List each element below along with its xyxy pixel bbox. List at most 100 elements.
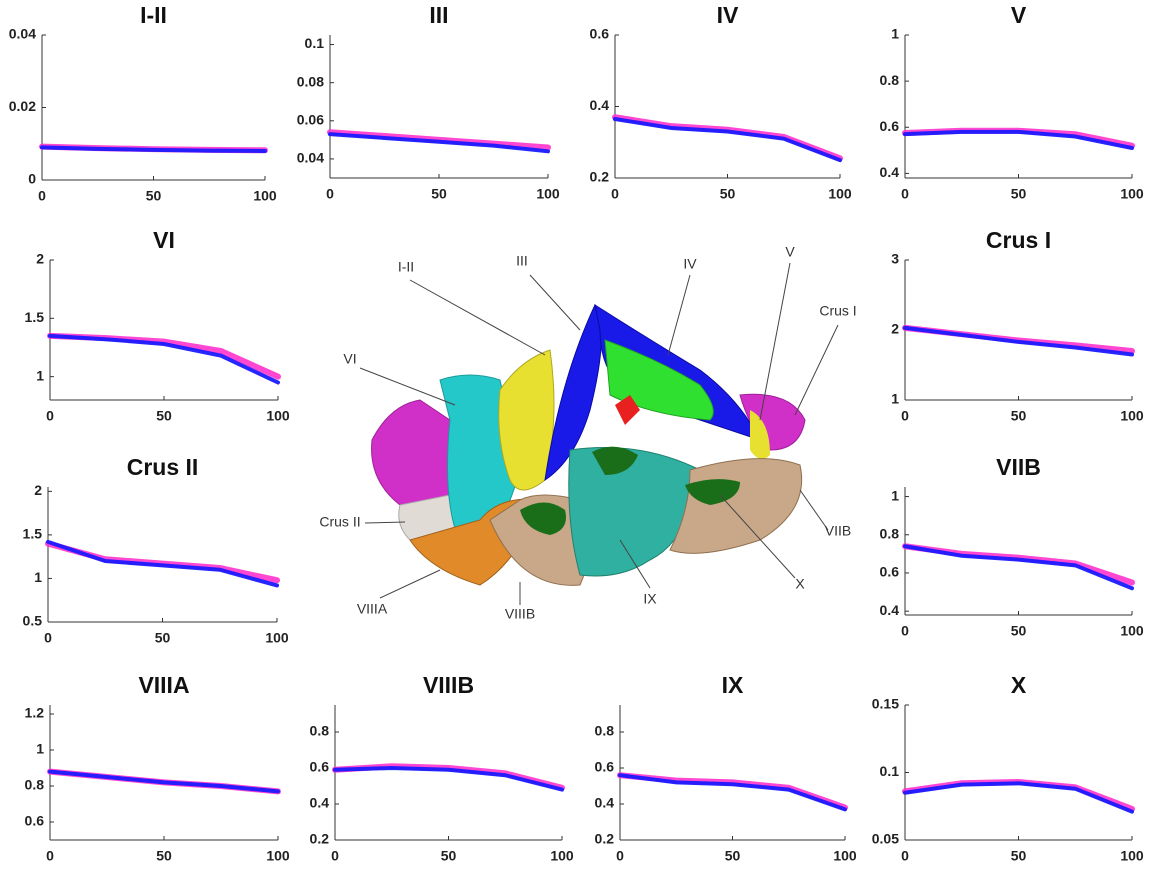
x-tick-label: 0 [44,630,52,646]
panel-title: Crus II [127,454,199,480]
panel: III 0.04 0.06 0.08 0.1 0 50 100 [297,2,560,202]
panel: VIIIA 0.6 0.8 1 1.2 0 50 100 [25,672,290,864]
trend-line [47,332,281,380]
y-tick-label: 0.8 [25,777,45,793]
y-tick-label: 0.4 [880,602,900,618]
y-tick-label: 0.8 [880,72,900,88]
x-tick-label: 100 [828,186,852,202]
panel: VIIIB 0.2 0.4 0.6 0.8 0 50 100 [310,672,574,864]
y-tick-label: 0.05 [872,831,899,847]
trend-line [333,765,564,792]
region-label: V [785,244,795,260]
y-tick-label: 1 [891,26,899,42]
region-label: VIIB [825,523,851,539]
y-tick-label: 0.1 [305,35,325,51]
panel-title: X [1011,672,1027,698]
x-tick-label: 50 [725,848,741,864]
panel-title: IX [722,672,744,698]
trend-line [48,769,280,794]
y-tick-label: 1 [891,487,899,503]
panel: Crus I 1 2 3 0 50 100 [891,227,1144,424]
panel-title: V [1011,2,1027,28]
x-tick-label: 100 [266,408,290,424]
trend-line [48,333,280,385]
region-label: Crus II [319,514,360,530]
y-tick-label: 0.8 [880,525,900,541]
x-tick-label: 100 [1120,848,1144,864]
region-label: X [795,576,805,592]
x-tick-label: 50 [155,630,171,646]
x-tick-label: 0 [901,186,909,202]
x-tick-label: 50 [146,188,162,204]
trend-line [903,544,1134,591]
y-tick-label: 0.02 [9,98,36,114]
x-tick-label: 50 [1011,623,1027,639]
x-tick-label: 100 [253,188,277,204]
y-tick-label: 0.4 [590,97,610,113]
x-tick-label: 100 [266,848,290,864]
region-label: III [516,253,528,269]
x-tick-label: 50 [156,408,172,424]
x-tick-label: 50 [156,848,172,864]
trend-line [613,117,842,163]
cerebellum-rendering [359,262,839,605]
y-tick-label: 0.15 [872,696,899,712]
x-tick-label: 100 [1120,408,1144,424]
x-tick-label: 50 [431,186,447,202]
panel-title: Crus I [986,227,1051,253]
y-tick-label: 0.6 [310,759,330,775]
y-tick-label: 0.6 [25,813,45,829]
x-tick-label: 100 [1120,623,1144,639]
y-tick-label: 1.5 [23,526,43,542]
panel: X 0.05 0.1 0.15 0 50 100 [872,672,1144,864]
region-label: VIIIB [505,606,535,622]
region-labels: I-II III IV V Crus I VI Crus II VIIB VIIIA VIIIB I… [319,244,856,622]
y-tick-label: 0.2 [590,169,610,185]
y-tick-label: 0.04 [297,150,324,166]
panel-title: VIIIB [423,672,474,698]
y-tick-label: 3 [891,251,899,267]
panel-title: III [429,2,448,28]
y-tick-label: 0 [28,171,36,187]
x-tick-label: 100 [265,630,289,646]
panel: IX 0.2 0.4 0.6 0.8 0 50 100 [595,672,857,864]
y-tick-label: 0.8 [310,723,330,739]
x-tick-label: 0 [46,848,54,864]
panel: I-II 0 0.02 0.04 0 50 100 [9,2,277,204]
y-tick-label: 0.6 [590,26,610,42]
x-tick-label: 100 [536,186,560,202]
region-label: VIIIA [357,601,388,617]
panel-title: IV [717,2,739,28]
y-tick-label: 2 [891,321,899,337]
region-label: VI [343,351,356,367]
y-tick-label: 1.2 [25,705,45,721]
y-tick-label: 0.8 [595,723,615,739]
panel-title: VI [153,227,175,253]
y-tick-label: 2 [36,251,44,267]
panel: V 0.4 0.6 0.8 1 0 50 100 [880,2,1144,202]
x-tick-label: 0 [901,848,909,864]
y-tick-label: 0.2 [310,831,330,847]
x-tick-label: 0 [331,848,339,864]
y-tick-label: 0.4 [595,795,615,811]
panel: Crus II 0.5 1 1.5 2 0 50 100 [23,454,289,646]
x-tick-label: 0 [901,408,909,424]
y-tick-label: 0.1 [880,763,900,779]
x-tick-label: 100 [833,848,857,864]
y-tick-label: 1 [34,569,42,585]
y-tick-label: 0.08 [297,73,324,89]
x-tick-label: 0 [616,848,624,864]
x-tick-label: 0 [901,623,909,639]
trend-line [903,781,1134,814]
y-tick-label: 0.6 [880,564,900,580]
panel: VI 1 1.5 2 0 50 100 [25,227,290,424]
y-tick-label: 0.6 [880,118,900,134]
x-tick-label: 0 [46,408,54,424]
trend-line [40,145,267,153]
y-tick-label: 1.5 [25,309,45,325]
region-label: IV [683,256,697,272]
trend-line [46,539,279,588]
region-label: IX [643,591,657,607]
x-tick-label: 50 [441,848,457,864]
x-tick-label: 50 [1011,186,1027,202]
